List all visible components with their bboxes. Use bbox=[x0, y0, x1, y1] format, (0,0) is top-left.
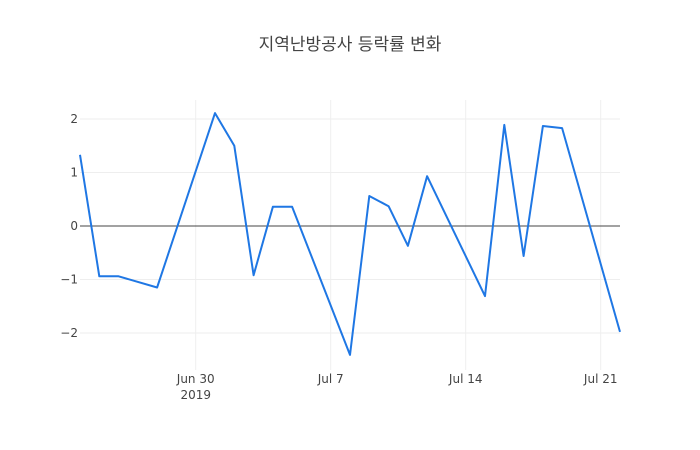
x-tick-label: Jul 14 bbox=[448, 372, 483, 386]
gridlines bbox=[80, 100, 620, 370]
series-line bbox=[79, 112, 621, 356]
x-axis-ticks: Jun 30 2019 Jul 7 Jul 14 Jul 21 bbox=[176, 372, 618, 402]
y-tick-label: −1 bbox=[60, 273, 78, 287]
x-tick-label: Jul 21 bbox=[583, 372, 618, 386]
x-tick-sublabel: 2019 bbox=[180, 388, 211, 402]
y-tick-label: 2 bbox=[70, 112, 78, 126]
y-tick-label: 0 bbox=[70, 219, 78, 233]
y-tick-label: 1 bbox=[70, 166, 78, 180]
x-tick-label: Jul 7 bbox=[317, 372, 344, 386]
y-axis-ticks: 2 1 0 −1 −2 bbox=[60, 112, 78, 340]
x-tick-label: Jun 30 bbox=[176, 372, 215, 386]
chart-title: 지역난방공사 등락률 변화 bbox=[258, 35, 442, 55]
y-tick-label: −2 bbox=[60, 326, 78, 340]
